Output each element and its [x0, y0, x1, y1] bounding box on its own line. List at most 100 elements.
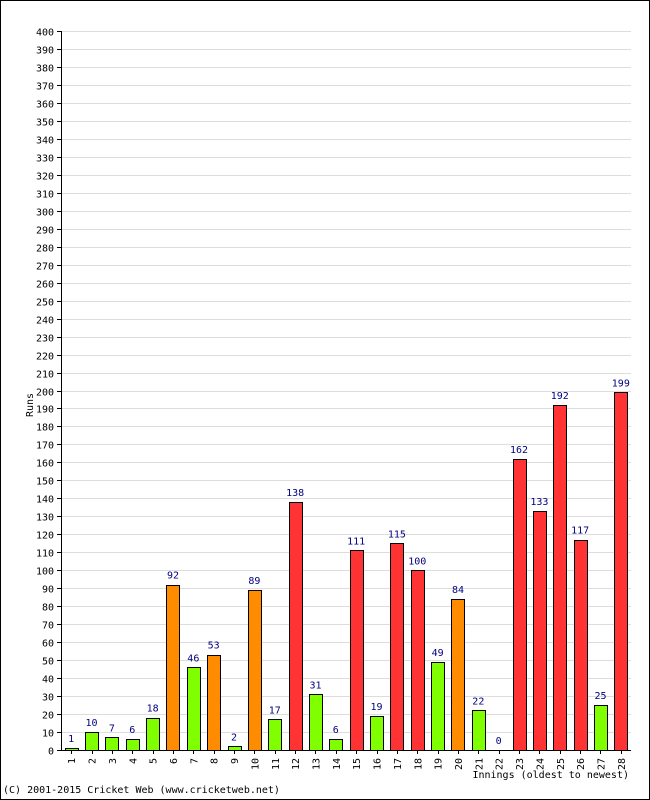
bar-24	[533, 511, 547, 751]
y-tick-label: 390	[36, 46, 54, 57]
x-tick-label: 3	[108, 758, 119, 764]
x-tick-labels: 1 2 3 4 5 6 7 8 9 10 11 12 13 14 15 16 17 18 19 20 21 22 23 24 2…	[67, 758, 628, 770]
bar-4	[126, 739, 140, 751]
x-tick-label: 22	[495, 758, 506, 770]
y-tick-label: 200	[36, 388, 54, 399]
bar-15	[350, 550, 364, 751]
y-tick-label: 400	[36, 28, 54, 39]
x-tick-label: 13	[311, 758, 322, 770]
value-label: 0	[496, 736, 502, 747]
x-tick-label: 21	[474, 758, 485, 770]
value-label: 1	[68, 734, 74, 745]
y-tick-label: 210	[36, 370, 54, 381]
x-tick-label: 16	[373, 758, 384, 770]
x-tick-label: 20	[454, 758, 465, 770]
value-label: 25	[594, 691, 606, 702]
bar-2	[85, 732, 99, 751]
y-tick-label: 170	[36, 441, 54, 452]
value-label: 18	[147, 704, 159, 715]
y-tick-label: 220	[36, 352, 54, 363]
x-tick-label: 18	[413, 758, 424, 770]
bar-27	[594, 705, 608, 751]
x-tick-label: 17	[393, 758, 404, 770]
y-tick-label: 270	[36, 262, 54, 273]
y-tick-labels: 0 10 20 30 40 50 60 70 80 90 100 110 120 130 140 150 160…	[36, 28, 54, 758]
bar-9	[228, 746, 242, 751]
y-tick-label: 240	[36, 316, 54, 327]
x-tick-label: 27	[596, 758, 607, 770]
value-label: 117	[571, 526, 589, 537]
y-tick-label: 130	[36, 513, 54, 524]
x-tick-label: 9	[230, 758, 241, 764]
grid-lines	[61, 31, 631, 733]
x-tick-label: 8	[210, 758, 221, 764]
x-tick-label: 11	[271, 758, 282, 770]
copyright-notice: (C) 2001-2015 Cricket Web (www.cricketwe…	[3, 785, 280, 796]
y-tick-label: 40	[42, 675, 54, 686]
y-tick-label: 70	[42, 621, 54, 632]
value-label: 133	[530, 497, 548, 508]
x-tick-label: 5	[149, 758, 160, 764]
bar-14	[329, 739, 343, 751]
y-tick-label: 150	[36, 477, 54, 488]
x-tick-label: 24	[535, 758, 546, 770]
y-tick-label: 290	[36, 226, 54, 237]
y-tick-label: 230	[36, 334, 54, 345]
value-labels: 1 10 7 6 18 92 46 53 2 89 17 138 31 6 111 19 115 100 49 84 2…	[68, 378, 630, 747]
x-tick-label: 4	[128, 758, 139, 764]
y-tick-label: 350	[36, 118, 54, 129]
x-tick-label: 6	[169, 758, 180, 764]
value-label: 115	[388, 529, 406, 540]
x-tick-label: 2	[88, 758, 99, 764]
value-label: 6	[129, 725, 135, 736]
y-tick-label: 360	[36, 100, 54, 111]
y-tick-label: 20	[42, 711, 54, 722]
y-tick-label: 140	[36, 495, 54, 506]
y-tick-label: 60	[42, 639, 54, 650]
y-tick-label: 260	[36, 280, 54, 291]
bar-10	[248, 590, 262, 751]
value-label: 199	[612, 378, 630, 389]
bar-20	[451, 599, 465, 751]
x-tick-label: 12	[291, 758, 302, 770]
value-label: 92	[167, 571, 179, 582]
y-tick-label: 340	[36, 136, 54, 147]
axes	[57, 31, 631, 754]
bar-3	[105, 737, 119, 751]
y-tick-label: 250	[36, 298, 54, 309]
bar-6	[166, 585, 180, 751]
value-label: 46	[187, 653, 199, 664]
y-tick-label: 180	[36, 423, 54, 434]
y-tick-label: 80	[42, 603, 54, 614]
y-tick-label: 330	[36, 154, 54, 165]
y-tick-label: 120	[36, 531, 54, 542]
value-label: 138	[286, 488, 304, 499]
value-label: 17	[269, 705, 281, 716]
y-tick-label: 300	[36, 208, 54, 219]
x-tick-label: 25	[556, 758, 567, 770]
bar-25	[553, 405, 567, 751]
x-tick-label: 15	[352, 758, 363, 770]
x-tick-label: 26	[576, 758, 587, 770]
y-tick-label: 30	[42, 693, 54, 704]
value-label: 19	[371, 702, 383, 713]
bar-12	[289, 502, 303, 751]
y-axis-label: Runs	[25, 393, 36, 417]
y-tick-label: 10	[42, 729, 54, 740]
value-label: 49	[432, 648, 444, 659]
bar-26	[574, 540, 588, 751]
x-tick-label: 23	[515, 758, 526, 770]
value-label: 31	[309, 680, 321, 691]
value-label: 111	[347, 536, 365, 547]
y-tick-label: 280	[36, 244, 54, 255]
y-tick-label: 160	[36, 459, 54, 470]
bar-5	[146, 718, 160, 751]
y-tick-label: 90	[42, 585, 54, 596]
y-tick-label: 380	[36, 64, 54, 75]
y-tick-label: 110	[36, 549, 54, 560]
bar-23	[513, 459, 527, 751]
bar-7	[187, 667, 201, 751]
value-label: 10	[86, 718, 98, 729]
bar-13	[309, 694, 323, 751]
